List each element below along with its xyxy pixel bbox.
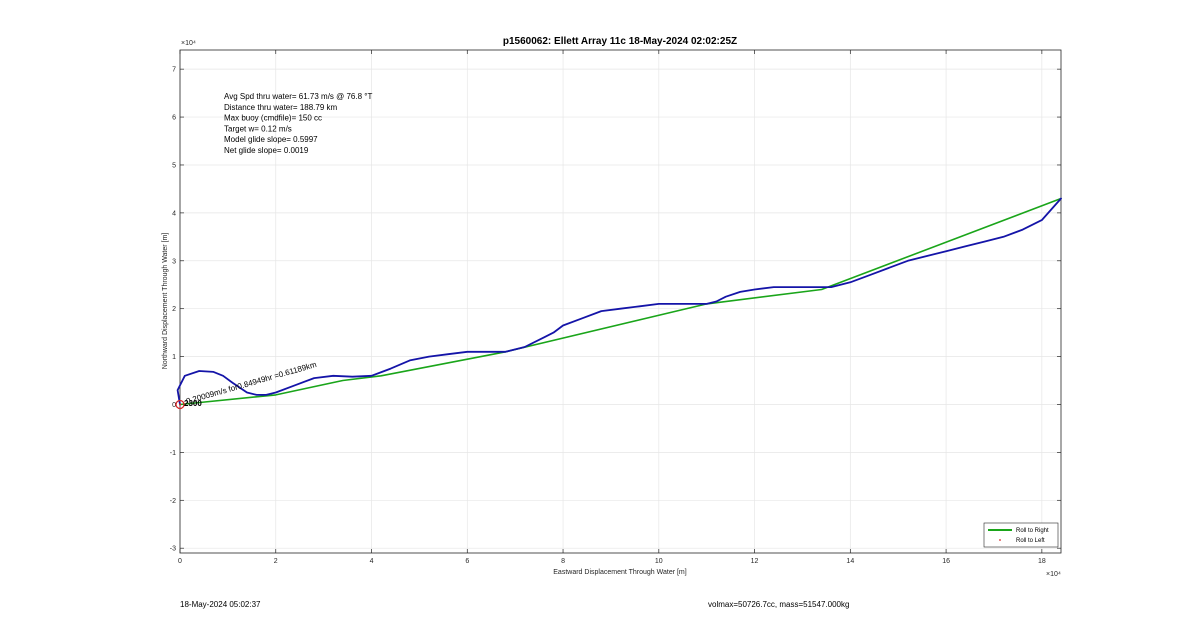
y-tick-label: 5 — [172, 162, 176, 169]
y-tick-label: 2 — [172, 306, 176, 313]
x-tick-label: 4 — [370, 558, 374, 565]
legend-label-roll-left: Roll to Left — [1016, 538, 1045, 544]
stats-annotation-line: Max buoy (cmdfile)= 150 cc — [224, 114, 322, 123]
segment-speed-annotation: 0.20009m/s for0.84949hr =0.61189km — [185, 360, 318, 406]
stats-annotation-line: Target w= 0.12 m/s — [224, 124, 292, 133]
y-exponent-label: ×10⁴ — [181, 40, 196, 47]
y-axis-label: Northward Displacement Through Water [m] — [162, 233, 169, 370]
stats-annotation-line: Distance thru water= 188.79 km — [224, 103, 338, 112]
x-tick-label: 16 — [942, 558, 950, 565]
y-tick-label: 0 — [172, 402, 176, 409]
x-exponent-label: ×10⁴ — [1046, 571, 1061, 578]
x-tick-label: 0 — [178, 558, 182, 565]
x-tick-label: 6 — [465, 558, 469, 565]
stats-annotation-line: Net glide slope= 0.0019 — [224, 146, 309, 155]
series-roll-to-right — [179, 197, 1062, 406]
x-tick-label: 14 — [846, 558, 854, 565]
x-axis-label: Eastward Displacement Through Water [m] — [553, 569, 686, 576]
stats-annotation-line: Avg Spd thru water= 61.73 m/s @ 76.8 °T — [224, 92, 372, 101]
footer-volmax: volmax=50726.7cc, mass=51547.000kg — [708, 600, 850, 609]
y-tick-label: 6 — [172, 115, 176, 122]
chart-title: p1560062: Ellett Array 11c 18-May-2024 0… — [503, 36, 737, 47]
series-glider-track — [176, 197, 1062, 406]
y-tick-label: -2 — [170, 498, 176, 505]
roll-left-point — [179, 403, 181, 406]
x-tick-label: 12 — [751, 558, 759, 565]
annotation-block: Avg Spd thru water= 61.73 m/s @ 76.8 °T D… — [224, 92, 372, 155]
y-tick-label: 1 — [172, 354, 176, 361]
legend: Roll to Right Roll to Left — [983, 522, 1059, 548]
x-tick-label: 8 — [561, 558, 565, 565]
legend-box — [983, 522, 1059, 548]
start-point-marker — [175, 399, 185, 410]
legend-label-roll-right: Roll to Right — [1016, 528, 1049, 534]
series-layer — [175, 197, 1062, 410]
y-tick-label: 4 — [172, 210, 176, 217]
x-tick-label: 2 — [274, 558, 278, 565]
plot-frame — [179, 49, 1062, 554]
y-tick-label: 7 — [172, 67, 176, 74]
legend-swatch-roll-left — [999, 539, 1001, 541]
start-point-label: 2300 — [184, 399, 202, 408]
footer-timestamp: 18-May-2024 05:02:37 — [180, 600, 261, 609]
grid — [179, 50, 1061, 553]
x-tick-label: 10 — [655, 558, 663, 565]
x-tick-label: 18 — [1038, 558, 1046, 565]
y-tick-label: -3 — [170, 546, 176, 553]
y-tick-label: -1 — [170, 450, 176, 457]
y-tick-label: 3 — [172, 258, 176, 265]
stats-annotation-line: Model glide slope= 0.5997 — [224, 135, 318, 144]
